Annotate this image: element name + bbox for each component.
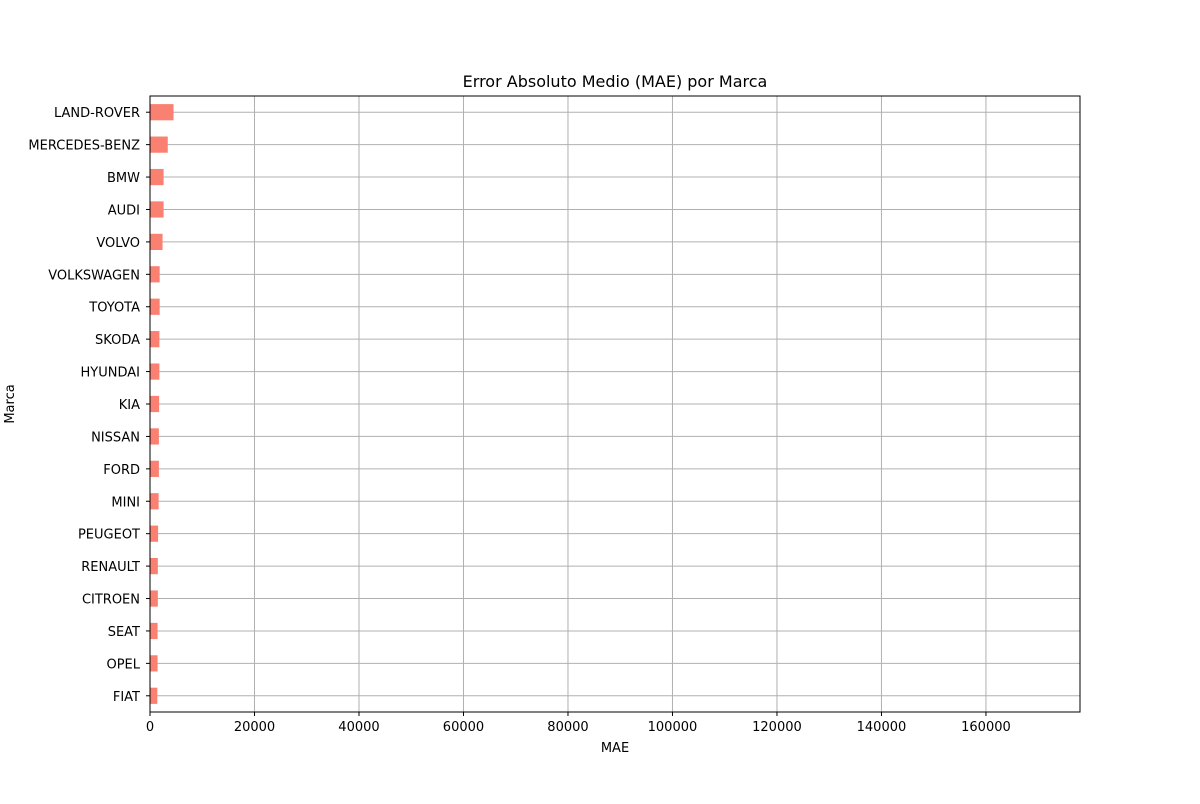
bar-seat xyxy=(150,622,158,640)
bar-bmw xyxy=(150,168,164,186)
y-tick-label: VOLVO xyxy=(96,236,140,251)
bar-volvo xyxy=(150,233,163,250)
chart-title: Error Absoluto Medio (MAE) por Marca xyxy=(463,72,768,91)
y-tick-label: KIA xyxy=(119,398,140,413)
x-tick-label: 120000 xyxy=(752,720,802,735)
y-axis-label: Marca xyxy=(3,384,18,423)
bar-volkswagen xyxy=(150,266,160,283)
x-axis-label: MAE xyxy=(601,741,629,756)
y-tick-label: MERCEDES-BENZ xyxy=(28,139,140,154)
grid-layer xyxy=(149,96,1080,712)
x-tick-label: 160000 xyxy=(961,720,1011,735)
x-tick-label: 80000 xyxy=(547,720,588,735)
y-tick-label: HYUNDAI xyxy=(81,366,140,381)
y-tick-label: FIAT xyxy=(113,690,140,705)
y-tick-label: MINI xyxy=(111,495,140,510)
bar-fiat xyxy=(150,687,158,704)
bar-ford xyxy=(150,460,159,477)
y-tick-label: CITROEN xyxy=(82,593,140,608)
bar-toyota xyxy=(150,298,160,315)
bar-citroen xyxy=(150,590,158,607)
y-tick-label: FORD xyxy=(103,463,140,478)
y-tick-label: LAND-ROVER xyxy=(54,106,140,121)
bar-mercedes-benz xyxy=(150,136,168,153)
bar-skoda xyxy=(150,331,160,348)
y-tick-label: NISSAN xyxy=(91,430,140,445)
bar-hyundai xyxy=(150,363,160,380)
y-tick-label: SKODA xyxy=(95,333,140,348)
bar-mini xyxy=(150,493,159,510)
y-tick-label: RENAULT xyxy=(81,560,140,575)
x-tick-label: 140000 xyxy=(857,720,907,735)
bar-nissan xyxy=(150,428,159,445)
x-tick-label: 60000 xyxy=(443,720,484,735)
y-tick-label: AUDI xyxy=(108,203,140,218)
bar-layer xyxy=(150,104,174,704)
y-tick-label: TOYOTA xyxy=(88,301,140,316)
x-tick-label: 100000 xyxy=(648,720,698,735)
y-tick-label: PEUGEOT xyxy=(78,528,140,543)
x-tick-label: 40000 xyxy=(338,720,379,735)
x-tick-label: 20000 xyxy=(234,720,275,735)
y-tick-label: VOLKSWAGEN xyxy=(48,268,140,283)
bar-land-rover xyxy=(150,104,174,121)
bar-peugeot xyxy=(150,525,159,542)
bar-kia xyxy=(150,395,160,413)
y-tick-label: SEAT xyxy=(108,625,140,640)
bar-audi xyxy=(150,201,164,218)
y-tick-label: OPEL xyxy=(106,657,140,672)
tick-layer: 0 20000 40000 60000 80000 100000 120000 140000 1… xyxy=(28,106,1010,735)
y-tick-label: BMW xyxy=(107,171,140,186)
x-tick-label: 0 xyxy=(146,720,154,735)
bar-renault xyxy=(150,558,158,575)
bar-opel xyxy=(150,655,158,672)
